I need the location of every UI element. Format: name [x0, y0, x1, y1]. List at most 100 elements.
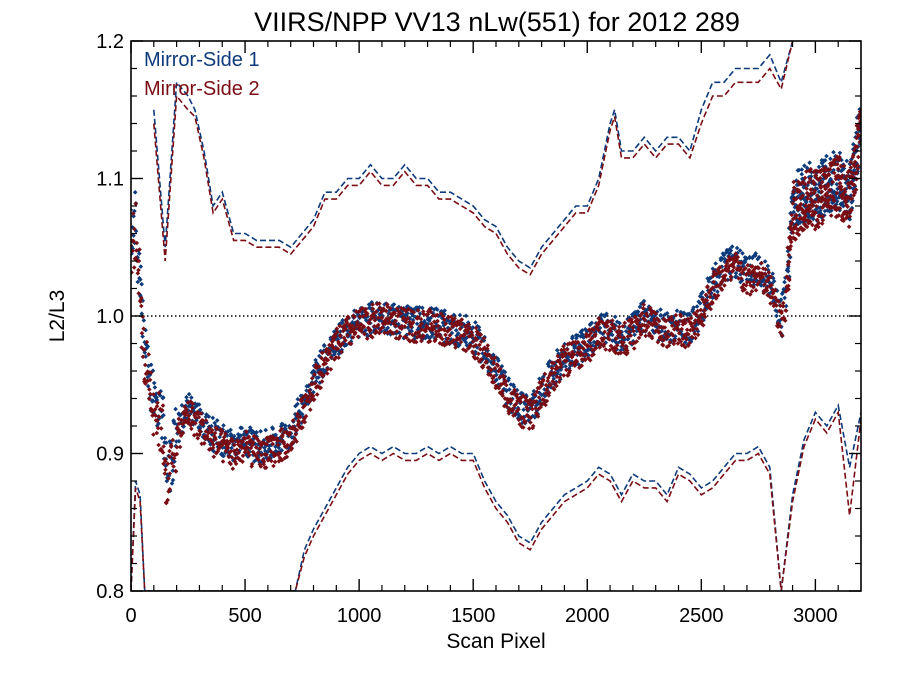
data-point	[776, 299, 781, 304]
data-point	[593, 332, 598, 337]
data-point	[811, 181, 817, 186]
data-point	[191, 420, 197, 425]
data-point	[781, 317, 787, 322]
data-point	[263, 448, 268, 454]
data-point	[767, 283, 772, 289]
data-point	[634, 339, 639, 344]
data-point	[642, 313, 647, 319]
data-point	[583, 349, 588, 354]
data-point	[194, 432, 200, 437]
data-point	[405, 315, 411, 321]
data-point	[745, 262, 751, 268]
data-point	[544, 398, 550, 404]
data-point	[283, 423, 288, 428]
data-point	[803, 181, 808, 187]
data-point	[499, 364, 505, 369]
data-point	[355, 319, 360, 325]
data-point	[768, 301, 773, 306]
data-point	[551, 360, 557, 366]
data-point	[786, 283, 791, 289]
data-point	[504, 382, 509, 388]
data-point	[212, 430, 218, 436]
data-point	[558, 362, 564, 367]
data-point	[452, 316, 457, 321]
data-point	[210, 439, 215, 444]
data-point	[505, 396, 511, 402]
data-point	[506, 378, 511, 383]
data-point	[736, 276, 741, 281]
data-point	[298, 410, 303, 416]
data-point	[693, 335, 698, 341]
data-point	[688, 315, 694, 321]
data-point	[352, 325, 358, 331]
data-point	[254, 436, 260, 442]
data-point	[726, 263, 732, 269]
data-point	[378, 328, 384, 334]
data-point	[368, 330, 373, 336]
data-point	[782, 318, 788, 323]
data-point	[838, 193, 844, 199]
data-point	[841, 163, 847, 169]
data-point	[206, 414, 212, 419]
data-point	[241, 442, 246, 447]
data-point	[272, 459, 278, 465]
data-point	[340, 341, 345, 346]
data-point	[627, 315, 632, 321]
data-point	[479, 357, 484, 362]
upper-envelope-line	[153, 41, 794, 270]
data-point	[248, 445, 254, 451]
data-point	[475, 356, 480, 361]
data-point	[183, 412, 188, 418]
data-point	[856, 154, 861, 160]
data-point	[336, 341, 342, 346]
data-point	[251, 440, 256, 445]
data-point	[242, 436, 248, 441]
data-point	[601, 342, 607, 347]
data-point	[325, 357, 331, 363]
data-point	[365, 311, 370, 316]
data-point	[216, 441, 221, 446]
data-point	[785, 262, 791, 267]
data-point	[279, 457, 285, 463]
data-point	[499, 391, 505, 397]
data-point	[458, 339, 464, 345]
data-point	[310, 393, 316, 399]
data-point	[744, 255, 749, 261]
data-point	[641, 302, 646, 307]
data-point	[227, 450, 232, 456]
data-point	[357, 314, 363, 319]
data-point	[787, 247, 793, 252]
data-point	[151, 392, 156, 397]
data-point	[807, 160, 812, 165]
data-point	[209, 428, 215, 433]
data-point	[608, 343, 614, 349]
data-point	[141, 347, 147, 352]
data-point	[854, 123, 860, 128]
data-point	[379, 315, 385, 321]
data-point	[332, 357, 337, 362]
data-point	[441, 314, 446, 319]
data-point	[658, 307, 663, 312]
data-point	[752, 270, 758, 276]
data-point	[835, 166, 841, 172]
data-point	[479, 339, 484, 344]
data-point	[340, 317, 345, 323]
data-point	[791, 189, 796, 195]
data-point	[269, 437, 274, 443]
data-point	[433, 337, 438, 342]
data-point	[831, 149, 836, 155]
data-point	[807, 176, 813, 182]
data-point	[828, 213, 834, 218]
data-point	[340, 320, 345, 325]
data-point	[689, 334, 695, 340]
data-point	[803, 203, 808, 208]
data-point	[381, 306, 386, 311]
data-point	[348, 329, 353, 335]
data-point	[674, 308, 680, 313]
data-point	[360, 306, 365, 311]
data-point	[794, 196, 799, 201]
data-point	[399, 323, 405, 329]
data-point	[401, 307, 407, 312]
data-point	[821, 202, 827, 207]
data-point	[330, 339, 335, 344]
